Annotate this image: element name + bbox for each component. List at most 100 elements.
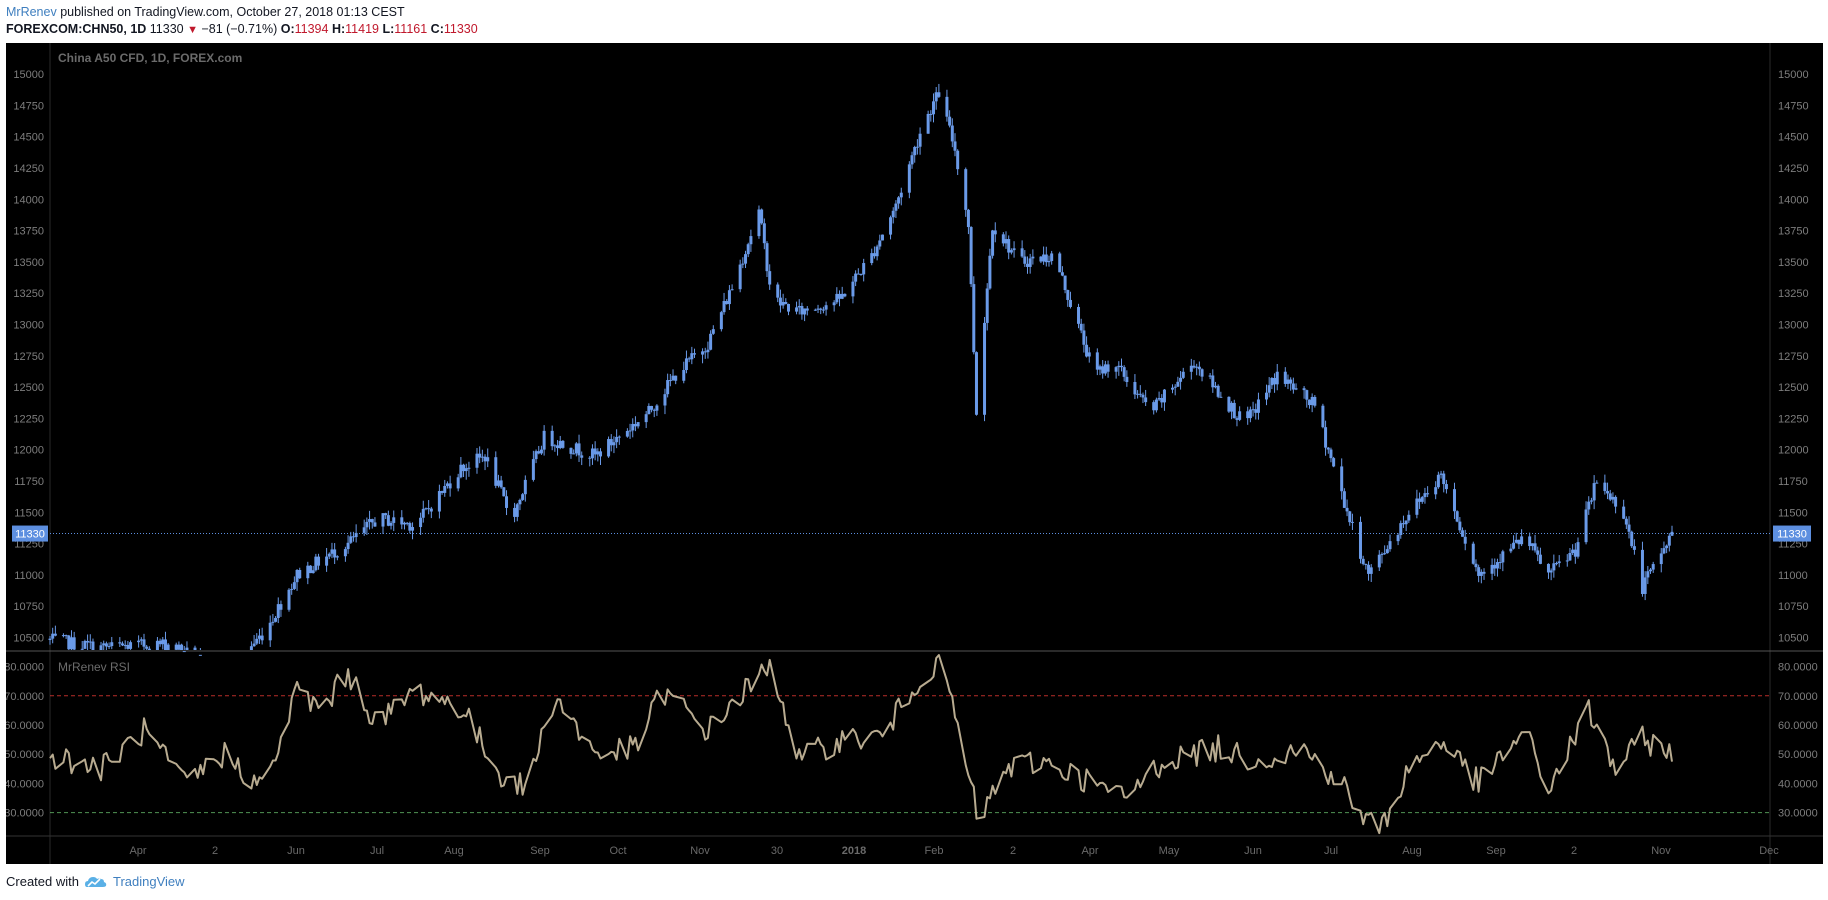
price-tick-label-left: 14500 — [13, 132, 44, 144]
candle-body — [91, 641, 95, 650]
candle-body — [1230, 402, 1234, 412]
tradingview-brand-label: TradingView — [112, 874, 185, 889]
candle-body — [1179, 377, 1183, 382]
candle-body — [110, 642, 114, 647]
candle-body — [327, 553, 331, 557]
candle-body — [1332, 458, 1336, 467]
time-tick-label: 2 — [212, 845, 218, 857]
price-tick-label-left: 11250 — [14, 539, 44, 551]
candle-body — [918, 133, 922, 147]
candle-body — [926, 113, 930, 134]
price-tick-label-left: 11000 — [14, 570, 44, 582]
candle-body — [891, 210, 895, 218]
open-value: 11394 — [294, 22, 329, 36]
candle-body — [1154, 399, 1158, 411]
candle-body — [786, 303, 790, 312]
candle-body — [1326, 447, 1330, 450]
price-tick-label-right: 15000 — [1778, 69, 1809, 81]
author-link[interactable]: MrRenev — [6, 5, 57, 19]
price-tick-label-left: 12750 — [13, 351, 44, 363]
time-tick-label: 2 — [1010, 845, 1016, 857]
candle-body — [690, 353, 694, 360]
candle-body — [308, 565, 312, 574]
candle-body — [1275, 371, 1279, 385]
candle-body — [298, 569, 302, 579]
price-tick-label-left: 10750 — [13, 601, 44, 613]
price-change: −81 (−0.71%) — [201, 22, 278, 36]
candle-body — [1514, 539, 1518, 543]
tradingview-link[interactable]: TradingView — [84, 873, 185, 891]
candle-body — [1649, 569, 1653, 572]
candle-body — [719, 312, 723, 330]
candle-body — [956, 150, 960, 170]
candle-body — [757, 209, 761, 237]
candle-body — [1348, 511, 1352, 523]
candle-body — [351, 536, 355, 538]
price-tick-label-right: 12500 — [1778, 382, 1809, 394]
candle-body — [1565, 560, 1569, 562]
candle-body — [813, 309, 817, 311]
candle-body — [362, 527, 366, 533]
candle-body — [1533, 543, 1537, 551]
candle-body — [915, 146, 919, 148]
candle-body — [1501, 551, 1505, 563]
candle-body — [647, 405, 651, 415]
price-tick-label-left: 12000 — [13, 445, 44, 457]
candle-body — [1232, 402, 1236, 419]
candle-body — [746, 244, 750, 255]
candle-body — [386, 515, 390, 526]
candle-body — [292, 582, 296, 589]
candle-body — [1646, 571, 1650, 578]
candle-body — [588, 457, 592, 459]
candle-body — [102, 643, 106, 646]
candle-body — [1611, 496, 1615, 500]
candle-body — [1477, 567, 1481, 576]
candle-body — [496, 480, 500, 486]
candle-body — [1557, 561, 1561, 564]
candle-body — [875, 246, 879, 257]
candle-body — [287, 589, 291, 610]
candle-body — [1606, 491, 1610, 494]
candle-body — [1436, 474, 1440, 488]
candle-body — [290, 588, 294, 590]
candle-body — [1291, 383, 1295, 390]
candle-body — [440, 491, 444, 493]
chart-svg[interactable]: 10500 10500 10750 10750 11000 11000 11250 11250… — [4, 43, 1823, 864]
candle-body — [537, 451, 541, 454]
rsi-tick-label-right: 80.0000 — [1778, 662, 1818, 674]
candle-body — [1235, 418, 1239, 420]
candle-body — [86, 640, 90, 643]
candle-body — [1401, 523, 1405, 525]
candle-body — [419, 517, 423, 528]
candle-body — [1321, 405, 1325, 428]
candle-body — [805, 308, 809, 311]
candle-body — [633, 423, 637, 427]
price-tick-label-left: 13750 — [13, 226, 44, 238]
created-with-text: Created with — [6, 874, 79, 889]
candle-body — [741, 263, 745, 265]
candle-body — [83, 640, 87, 649]
candle-body — [1415, 498, 1419, 515]
candle-body — [1442, 473, 1446, 485]
candle-body — [880, 234, 884, 241]
candle-body — [966, 209, 970, 228]
candle-body — [671, 375, 675, 381]
time-tick-label: May — [1159, 845, 1180, 857]
time-tick-label: Feb — [925, 845, 944, 857]
candle-body — [1608, 493, 1612, 500]
candle-body — [1640, 549, 1644, 594]
price-tick-label-right: 14750 — [1778, 100, 1809, 112]
candle-body — [1028, 258, 1032, 267]
candle-body — [368, 519, 372, 522]
candle-body — [249, 646, 253, 650]
candle-body — [1216, 385, 1220, 397]
candle-body — [1085, 344, 1089, 357]
candle-body — [1047, 260, 1051, 263]
candle-body — [1004, 239, 1008, 244]
candle-body — [1189, 365, 1193, 372]
chart-container[interactable]: 10500 10500 10750 10750 11000 11000 11250 11250… — [4, 43, 1823, 864]
price-tick-label-right: 10750 — [1778, 601, 1809, 613]
candle-body — [155, 640, 159, 650]
candle-body — [974, 352, 978, 415]
candle-body — [776, 284, 780, 298]
